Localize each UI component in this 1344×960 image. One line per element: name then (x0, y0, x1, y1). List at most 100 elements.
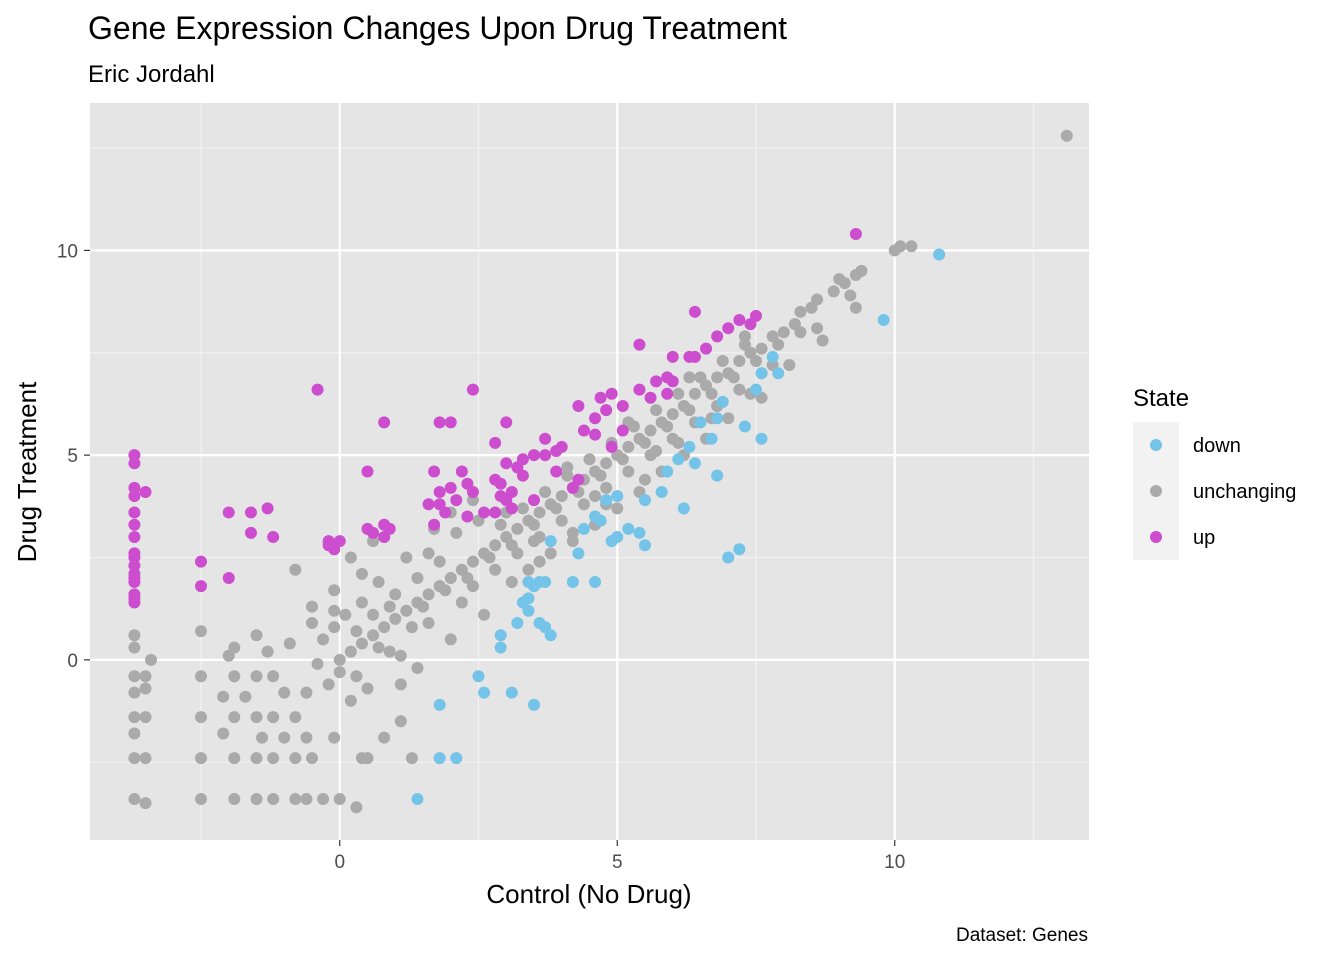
data-point-unchanging (589, 490, 602, 503)
data-point-up (422, 498, 435, 511)
data-point-up (722, 322, 735, 335)
data-point-unchanging (328, 604, 341, 617)
data-points (128, 129, 1073, 814)
data-point-unchanging (306, 600, 318, 613)
data-point-unchanging (139, 752, 152, 765)
data-point-up (489, 506, 502, 519)
data-point-down (411, 793, 424, 806)
data-point-unchanging (516, 502, 529, 515)
data-point-unchanging (322, 678, 335, 691)
data-point-unchanging (733, 383, 746, 396)
data-point-unchanging (833, 273, 846, 286)
data-point-up (700, 342, 713, 355)
data-point-unchanging (128, 629, 141, 642)
data-point-unchanging (738, 338, 751, 351)
data-point-down (766, 350, 779, 363)
data-point-down (694, 416, 707, 429)
data-point-up (500, 416, 513, 429)
data-point-up (666, 375, 679, 388)
data-point-up (633, 338, 646, 351)
data-point-up (378, 531, 391, 544)
data-point-unchanging (583, 453, 596, 466)
data-point-unchanging (905, 240, 918, 253)
x-axis-ticks: 0 5 10 (334, 840, 905, 873)
data-point-unchanging (300, 731, 313, 744)
data-point-unchanging (844, 289, 857, 302)
data-point-up (711, 330, 724, 343)
legend-swatch-up (1150, 531, 1162, 543)
data-point-up (433, 485, 446, 498)
data-point-unchanging (533, 555, 546, 568)
data-point-unchanging (461, 571, 474, 584)
data-point-unchanging (639, 473, 651, 486)
data-point-up (444, 481, 457, 494)
data-point-unchanging (128, 711, 141, 724)
data-point-unchanging (561, 469, 574, 482)
chart-subtitle: Eric Jordahl (88, 61, 215, 88)
data-point-up (466, 383, 479, 396)
data-point-unchanging (622, 465, 635, 478)
data-point-down (933, 248, 946, 261)
y-tick-label: 5 (67, 446, 78, 467)
x-tick-label: 0 (334, 852, 345, 873)
data-point-down (711, 469, 724, 482)
data-point-unchanging (777, 326, 790, 339)
data-point-unchanging (405, 752, 418, 765)
data-point-up (744, 318, 757, 331)
data-point-unchanging (716, 354, 729, 367)
data-point-down (544, 535, 557, 548)
data-point-up (378, 416, 391, 429)
data-point-up (528, 494, 540, 507)
data-point-down (633, 526, 646, 539)
y-tick-label: 10 (57, 241, 78, 262)
data-point-unchanging (389, 588, 402, 601)
data-point-unchanging (433, 555, 446, 568)
data-point-unchanging (289, 711, 302, 724)
data-point-up (539, 449, 552, 462)
data-point-unchanging (450, 526, 463, 539)
data-point-unchanging (372, 576, 385, 589)
data-point-unchanging (128, 727, 141, 740)
data-point-up (433, 498, 446, 511)
data-point-up (139, 485, 152, 498)
data-point-unchanging (278, 731, 291, 744)
data-point-unchanging (422, 588, 435, 601)
data-point-unchanging (794, 326, 807, 339)
data-point-down (572, 547, 585, 560)
legend-swatch-unchanging (1150, 485, 1162, 497)
x-axis-title: Control (No Drug) (486, 879, 691, 909)
data-point-unchanging (733, 354, 746, 367)
data-point-down (738, 420, 751, 433)
data-point-unchanging (544, 547, 557, 560)
data-point-unchanging (361, 752, 374, 765)
data-point-up (577, 424, 590, 437)
data-point-unchanging (350, 801, 363, 814)
data-point-unchanging (367, 608, 380, 621)
data-point-unchanging (688, 387, 701, 400)
data-point-unchanging (333, 653, 346, 666)
data-point-unchanging (389, 612, 402, 625)
data-point-unchanging (577, 498, 590, 511)
data-point-unchanging (278, 686, 291, 699)
data-point-down (528, 698, 540, 711)
data-point-unchanging (666, 432, 679, 445)
data-point-unchanging (683, 404, 696, 417)
data-point-down (711, 412, 724, 425)
data-point-unchanging (417, 600, 429, 613)
data-point-unchanging (705, 387, 718, 400)
data-point-unchanging (289, 793, 302, 806)
data-point-down (472, 670, 485, 683)
data-point-unchanging (528, 518, 540, 531)
data-point-up (428, 518, 441, 531)
data-point-unchanging (306, 752, 318, 765)
data-point-unchanging (505, 576, 518, 589)
data-point-unchanging (250, 752, 263, 765)
data-point-unchanging (400, 551, 413, 564)
data-point-up (733, 314, 746, 327)
data-point-unchanging (195, 670, 207, 683)
data-point-down (755, 367, 768, 380)
data-point-unchanging (328, 584, 341, 597)
data-point-unchanging (805, 301, 818, 314)
data-point-up (128, 490, 141, 503)
data-point-unchanging (128, 686, 141, 699)
